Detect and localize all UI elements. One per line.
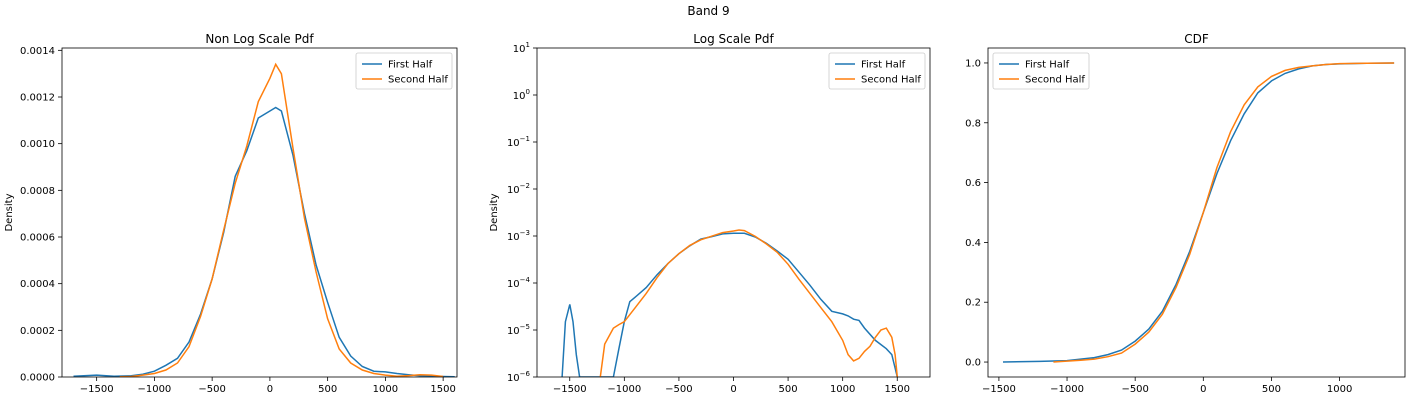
series-line-second-half [1053,62,1395,363]
y-tick-label: 0.0 [965,358,981,369]
y-tick-label: 100 [513,88,530,102]
chart-title: Non Log Scale Pdf [205,32,314,46]
x-tick-label: −500 [198,384,225,395]
legend: First Half Second Half [992,52,1090,90]
plot-frame [61,47,458,378]
chart-title: Log Scale Pdf [693,32,774,46]
x-tick-label: −1000 [137,384,171,395]
y-tick-label: 1.0 [965,58,981,69]
y-axis-label: Density [4,193,15,231]
y-tick-label: 0.0006 [20,233,55,244]
x-tick-label: 500 [1262,384,1281,395]
y-tick-label: 0.0014 [20,46,55,57]
legend-label: Second Half [861,75,921,86]
y-tick-label: 0.8 [965,118,981,129]
series-line-second-half [599,229,899,377]
plot-frame [536,47,931,378]
chart-panel-2: Log Scale Pdf Density −1500 −1000 −500 0 500 10… [489,32,931,395]
legend: First Half Second Half [355,52,453,90]
chart-panel-1: Non Log Scale Pdf Density −1500 −1000 −500 0 5… [4,32,458,395]
series-line-first-half [561,232,899,377]
legend-label: First Half [388,60,433,71]
chart-panel-3: CDF −1500 −1000 −500 0 500 1000 0.0 0.2 0.4 0.6 0.8… [965,32,1406,395]
y-tick-label: 0.0002 [20,326,55,337]
y-tick-label: 101 [513,41,530,55]
legend-label: First Half [861,60,906,71]
x-tick-label: −1500 [80,384,114,395]
y-tick-label: 10−1 [507,135,530,149]
plot-frame [987,47,1406,378]
series-line-first-half [73,106,455,377]
x-tick-label: 1500 [885,384,910,395]
x-tick-label: 0 [267,384,273,395]
legend: First Half Second Half [828,52,926,90]
y-tick-label: 0.2 [965,298,981,309]
y-tick-label: 10−5 [507,323,530,337]
x-tick-label: 1000 [373,384,398,395]
legend-label: First Half [1025,60,1070,71]
y-tick-label: 10−4 [507,276,531,290]
x-tick-label: −1500 [553,384,587,395]
y-tick-label: 0.0000 [20,373,55,384]
x-tick-label: 0 [1200,384,1206,395]
x-tick-label: 500 [318,384,337,395]
y-tick-label: 10−2 [507,182,530,196]
x-tick-label: 500 [779,384,798,395]
y-tick-label: 10−6 [507,370,531,384]
x-tick-label: −500 [1121,384,1148,395]
legend-box [992,52,1090,90]
x-tick-label: −1000 [607,384,641,395]
y-tick-label: 0.0012 [20,93,55,104]
chart-title: CDF [1184,32,1209,46]
x-tick-label: −1500 [982,384,1016,395]
y-axis-label: Density [489,193,500,231]
y-tick-label: 0.0008 [20,186,55,197]
y-tick-label: 0.6 [965,178,981,189]
x-tick-label: 1500 [430,384,455,395]
x-tick-label: 1000 [830,384,855,395]
x-tick-label: 0 [730,384,736,395]
series-line-second-half [119,62,444,377]
legend-box [828,52,926,90]
figure-title: Band 9 [687,4,730,18]
x-tick-label: 1000 [1327,384,1352,395]
y-tick-label: 10−3 [507,229,530,243]
x-tick-label: −1000 [1050,384,1084,395]
legend-box [355,52,453,90]
series-line-first-half [1002,62,1395,363]
x-tick-label: −500 [665,384,692,395]
legend-label: Second Half [388,75,448,86]
y-tick-label: 0.4 [965,238,981,249]
legend-label: Second Half [1025,75,1085,86]
y-tick-label: 0.0010 [20,139,55,150]
y-tick-label: 0.0004 [20,279,55,290]
